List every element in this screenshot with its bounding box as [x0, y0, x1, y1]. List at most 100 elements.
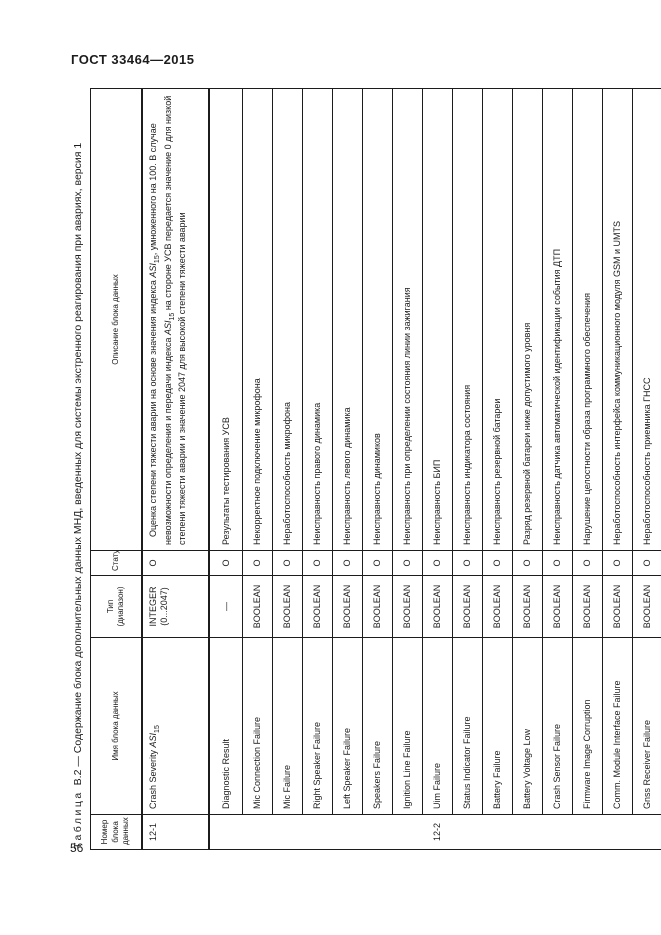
cell-type-range: — — [209, 575, 243, 638]
cell-status: О — [272, 550, 303, 576]
cell-block-name: Uim Failure — [422, 637, 453, 815]
table-title-text: В.2 — Содержание блока дополнительных да… — [72, 142, 84, 786]
cell-block-name: Mic Failure — [272, 637, 303, 815]
doc-header: ГОСТ 33464—2015 — [71, 52, 195, 67]
table-row: Battery Voltage Low BOOLEAN О Разряд рез… — [512, 88, 543, 850]
cell-status: О — [332, 550, 363, 576]
cell-block-name: Gnss Receiver Failure — [632, 637, 661, 815]
cell-description: Неисправность БИП — [422, 88, 453, 551]
cell-block-name: Firmware Image Corruption — [572, 637, 603, 815]
description-subscript: 15 — [168, 312, 176, 321]
cell-block-name: Comm. Module Interface Failure — [602, 637, 633, 815]
cell-status: О — [209, 550, 243, 576]
block-name-variable: ASI — [148, 732, 158, 748]
cell-block-name: Diagnostic Result — [209, 637, 243, 815]
cell-status: О — [302, 550, 333, 576]
cell-type-range: BOOLEAN — [272, 575, 303, 638]
cell-type-range: BOOLEAN — [242, 575, 273, 638]
cell-status: О — [452, 550, 483, 576]
description-variable: ASI — [148, 263, 158, 278]
table-row: 12-2 Diagnostic Result — О Результаты те… — [209, 88, 661, 850]
table-row: Mic Connection Failure BOOLEAN О Некорре… — [242, 88, 273, 850]
cell-status: О — [392, 550, 423, 576]
type-name: INTEGER — [148, 586, 158, 627]
cell-description: Неработоспособность микрофона — [272, 88, 303, 551]
cell-block-name: Speakers Failure — [362, 637, 393, 815]
cell-block-name: Crash Severity ASI15 — [142, 637, 209, 815]
cell-type-range: BOOLEAN — [572, 575, 603, 638]
cell-description: Нарушение целостности образа программног… — [572, 88, 603, 551]
table-row: Right Speaker Failure BOOLEAN О Неисправ… — [302, 88, 333, 850]
cell-type-range: BOOLEAN — [422, 575, 453, 638]
table-row: Crash Sensor Failure BOOLEAN О Неисправн… — [542, 88, 573, 850]
col-header-block-number: Номер блока данных — [90, 814, 142, 850]
rotated-table-block: ТаблицаВ.2 — Содержание блока дополнител… — [72, 88, 661, 850]
block-name-text: Crash Severity — [148, 747, 158, 809]
cell-description: Неисправность датчика автоматической иде… — [542, 88, 573, 551]
table-title: ТаблицаВ.2 — Содержание блока дополнител… — [72, 88, 84, 849]
cell-status: О — [512, 550, 543, 576]
table-row: Comm. Module Interface Failure BOOLEAN О… — [602, 88, 633, 850]
cell-type-range: BOOLEAN — [362, 575, 393, 638]
table-row: Ignition Line Failure BOOLEAN О Неисправ… — [392, 88, 423, 850]
cell-status: О — [482, 550, 513, 576]
cell-block-name: Battery Failure — [482, 637, 513, 815]
cell-block-name: Right Speaker Failure — [302, 637, 333, 815]
cell-description: Некорректное подключение микрофона — [242, 88, 273, 551]
cell-type-range: BOOLEAN — [512, 575, 543, 638]
cell-type-range: BOOLEAN — [392, 575, 423, 638]
cell-status: О — [572, 550, 603, 576]
col-header-description: Описание блока данных — [90, 88, 142, 551]
table-header-row: Номер блока данных Имя блока данных Тип … — [90, 88, 142, 850]
cell-block-name: Ignition Line Failure — [392, 637, 423, 815]
description-variable: ASI — [162, 320, 173, 335]
cell-description: Неработоспособность интерфейса коммуника… — [602, 88, 633, 551]
cell-description: Неисправность резервной батареи — [482, 88, 513, 551]
cell-block-number: 12-2 — [209, 814, 661, 850]
cell-status: О — [362, 550, 393, 576]
cell-type-range: BOOLEAN — [332, 575, 363, 638]
cell-type-range: BOOLEAN — [452, 575, 483, 638]
col-header-type-range: Тип (диапазон) — [90, 575, 142, 638]
cell-status: О — [422, 550, 453, 576]
cell-status: О — [542, 550, 573, 576]
cell-description: Неисправность левого динамика — [332, 88, 363, 551]
cell-type-range: BOOLEAN — [542, 575, 573, 638]
table-row: Mic Failure BOOLEAN О Неработоспособност… — [272, 88, 303, 850]
cell-type-range: BOOLEAN — [602, 575, 633, 638]
block-name-subscript: 15 — [153, 725, 161, 733]
type-range: (0...2047) — [158, 587, 169, 626]
table-row: Battery Failure BOOLEAN О Неисправность … — [482, 88, 513, 850]
cell-status: О — [602, 550, 633, 576]
data-block-table: Номер блока данных Имя блока данных Тип … — [90, 88, 661, 850]
cell-status: О — [632, 550, 661, 576]
cell-block-name: Crash Sensor Failure — [542, 637, 573, 815]
cell-block-number: 12-1 — [142, 814, 209, 850]
cell-description: Неисправность правого динамика — [302, 88, 333, 551]
cell-type-range: INTEGER (0...2047) — [142, 575, 209, 638]
table-row: Speakers Failure BOOLEAN О Неисправность… — [362, 88, 393, 850]
cell-block-name: Status Indicator Failure — [452, 637, 483, 815]
col-header-block-name: Имя блока данных — [90, 637, 142, 815]
cell-description: Неисправность индикатора состояния — [452, 88, 483, 551]
cell-description: Разряд резервной батареи ниже допустимог… — [512, 88, 543, 551]
cell-description: Неисправность при определении состояния … — [392, 88, 423, 551]
cell-description: Оценка степени тяжести аварии на основе … — [142, 88, 209, 551]
cell-type-range: BOOLEAN — [632, 575, 661, 638]
table-row: Left Speaker Failure BOOLEAN О Неисправн… — [332, 88, 363, 850]
cell-status: О — [242, 550, 273, 576]
cell-description: Результаты тестирования УСВ — [209, 88, 243, 551]
cell-type-range: BOOLEAN — [482, 575, 513, 638]
col-header-status: Статус — [90, 550, 142, 576]
cell-description: Неработоспособность приемника ГНСС — [632, 88, 661, 551]
cell-type-range: BOOLEAN — [302, 575, 333, 638]
description-text: Оценка степени тяжести аварии на основе … — [148, 277, 158, 537]
cell-description: Неисправность динамиков — [362, 88, 393, 551]
cell-block-name: Left Speaker Failure — [332, 637, 363, 815]
table-row: Status Indicator Failure BOOLEAN О Неисп… — [452, 88, 483, 850]
cell-status: О — [142, 550, 209, 576]
table-row: Gnss Receiver Failure BOOLEAN О Неработо… — [632, 88, 661, 850]
table-row: Uim Failure BOOLEAN О Неисправность БИП — [422, 88, 453, 850]
description-subscript: 15 — [153, 255, 161, 264]
